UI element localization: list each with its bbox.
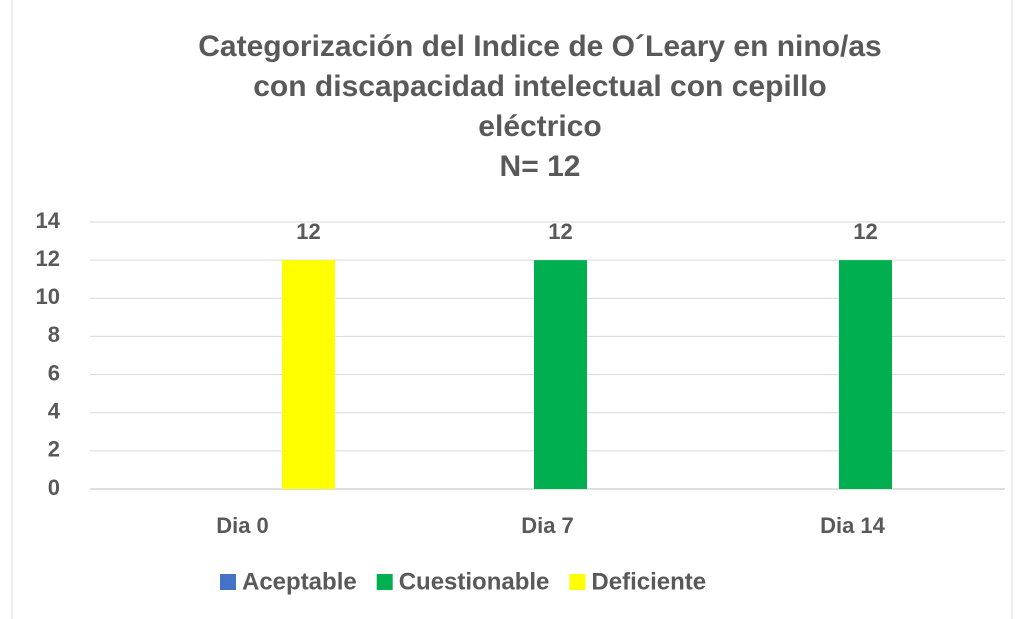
y-tick-label: 0 bbox=[48, 475, 60, 500]
y-tick-label: 4 bbox=[48, 399, 61, 424]
chart-subtitle: N= 12 bbox=[500, 150, 581, 183]
chart-title: eléctrico bbox=[478, 110, 601, 143]
bar bbox=[282, 260, 335, 489]
y-tick-label: 2 bbox=[48, 437, 60, 462]
legend-label: Aceptable bbox=[242, 568, 357, 595]
y-tick-label: 6 bbox=[48, 360, 60, 385]
chart-title: con discapacidad intelectual con cepillo bbox=[253, 70, 827, 103]
legend-label: Cuestionable bbox=[399, 568, 550, 595]
legend-label: Deficiente bbox=[591, 568, 706, 595]
legend-swatch bbox=[376, 574, 393, 590]
y-tick-label: 10 bbox=[36, 284, 60, 309]
bar bbox=[534, 260, 587, 489]
x-tick-label: Dia 7 bbox=[521, 513, 574, 538]
legend-swatch bbox=[569, 574, 586, 590]
legend-swatch bbox=[220, 574, 236, 590]
chart-title: Categorización del Indice de O´Leary en … bbox=[198, 30, 882, 63]
x-tick-label: Dia 14 bbox=[820, 513, 886, 538]
y-tick-label: 12 bbox=[36, 246, 60, 271]
y-tick-label: 14 bbox=[36, 208, 61, 233]
data-label: 12 bbox=[853, 219, 877, 244]
data-label: 12 bbox=[296, 219, 320, 244]
bar bbox=[839, 260, 892, 489]
y-tick-label: 8 bbox=[48, 322, 60, 347]
x-tick-label: Dia 0 bbox=[216, 513, 269, 538]
data-label: 12 bbox=[548, 219, 572, 244]
